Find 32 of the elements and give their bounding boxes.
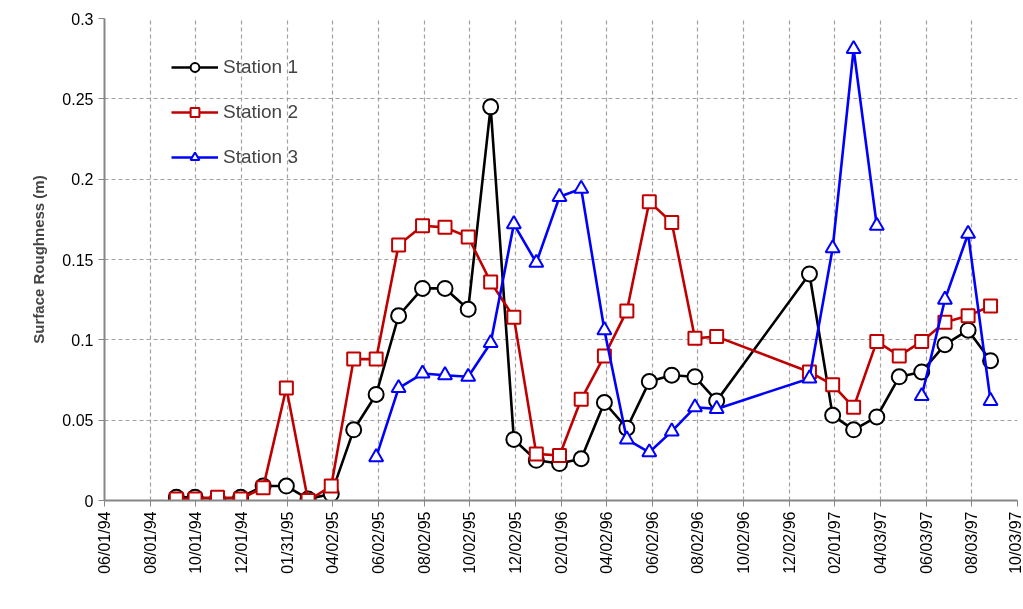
legend-label: Station 2 xyxy=(223,101,298,123)
y-tick-label: 0 xyxy=(84,492,94,510)
x-tick-label: 08/01/94 xyxy=(141,511,159,574)
x-tick-label: 12/01/94 xyxy=(232,511,250,574)
y-tick-label: 0.2 xyxy=(71,171,94,189)
x-tick-label: 02/01/96 xyxy=(552,511,570,574)
y-tick-label: 0.3 xyxy=(71,10,94,28)
x-tick-label: 10/02/95 xyxy=(461,511,479,574)
x-tick-label: 06/02/96 xyxy=(643,511,661,574)
y-tick-label: 0.05 xyxy=(62,412,94,430)
x-tick-label: 01/31/95 xyxy=(278,511,296,574)
legend-label: Station 1 xyxy=(223,56,298,78)
x-tick-label: 04/02/96 xyxy=(598,511,616,574)
x-tick-label: 06/02/95 xyxy=(369,511,387,574)
x-tick-label: 12/02/95 xyxy=(506,511,524,574)
x-tick-label: 10/01/94 xyxy=(187,511,205,574)
x-tick-label: 06/01/94 xyxy=(96,511,113,574)
x-tick-label: 10/03/97 xyxy=(1006,511,1023,574)
x-tick-label: 10/02/96 xyxy=(735,511,753,574)
x-tick-label: 04/02/95 xyxy=(324,511,342,574)
y-tick-label: 0.25 xyxy=(62,90,94,108)
legend-label: Station 3 xyxy=(223,146,298,168)
y-tick-label: 0.1 xyxy=(71,331,94,349)
y-tick-label: 0.15 xyxy=(62,251,94,269)
x-tick-label: 08/03/97 xyxy=(963,511,981,574)
x-tick-label: 12/02/96 xyxy=(780,511,798,574)
y-axis-title: Surface Roughness (m) xyxy=(30,175,48,344)
x-tick-label: 02/01/97 xyxy=(826,511,844,574)
x-tick-label: 08/02/96 xyxy=(689,511,707,574)
x-tick-label: 06/03/97 xyxy=(917,511,935,574)
x-tick-label: 08/02/95 xyxy=(415,511,433,574)
x-tick-label: 04/03/97 xyxy=(872,511,890,574)
